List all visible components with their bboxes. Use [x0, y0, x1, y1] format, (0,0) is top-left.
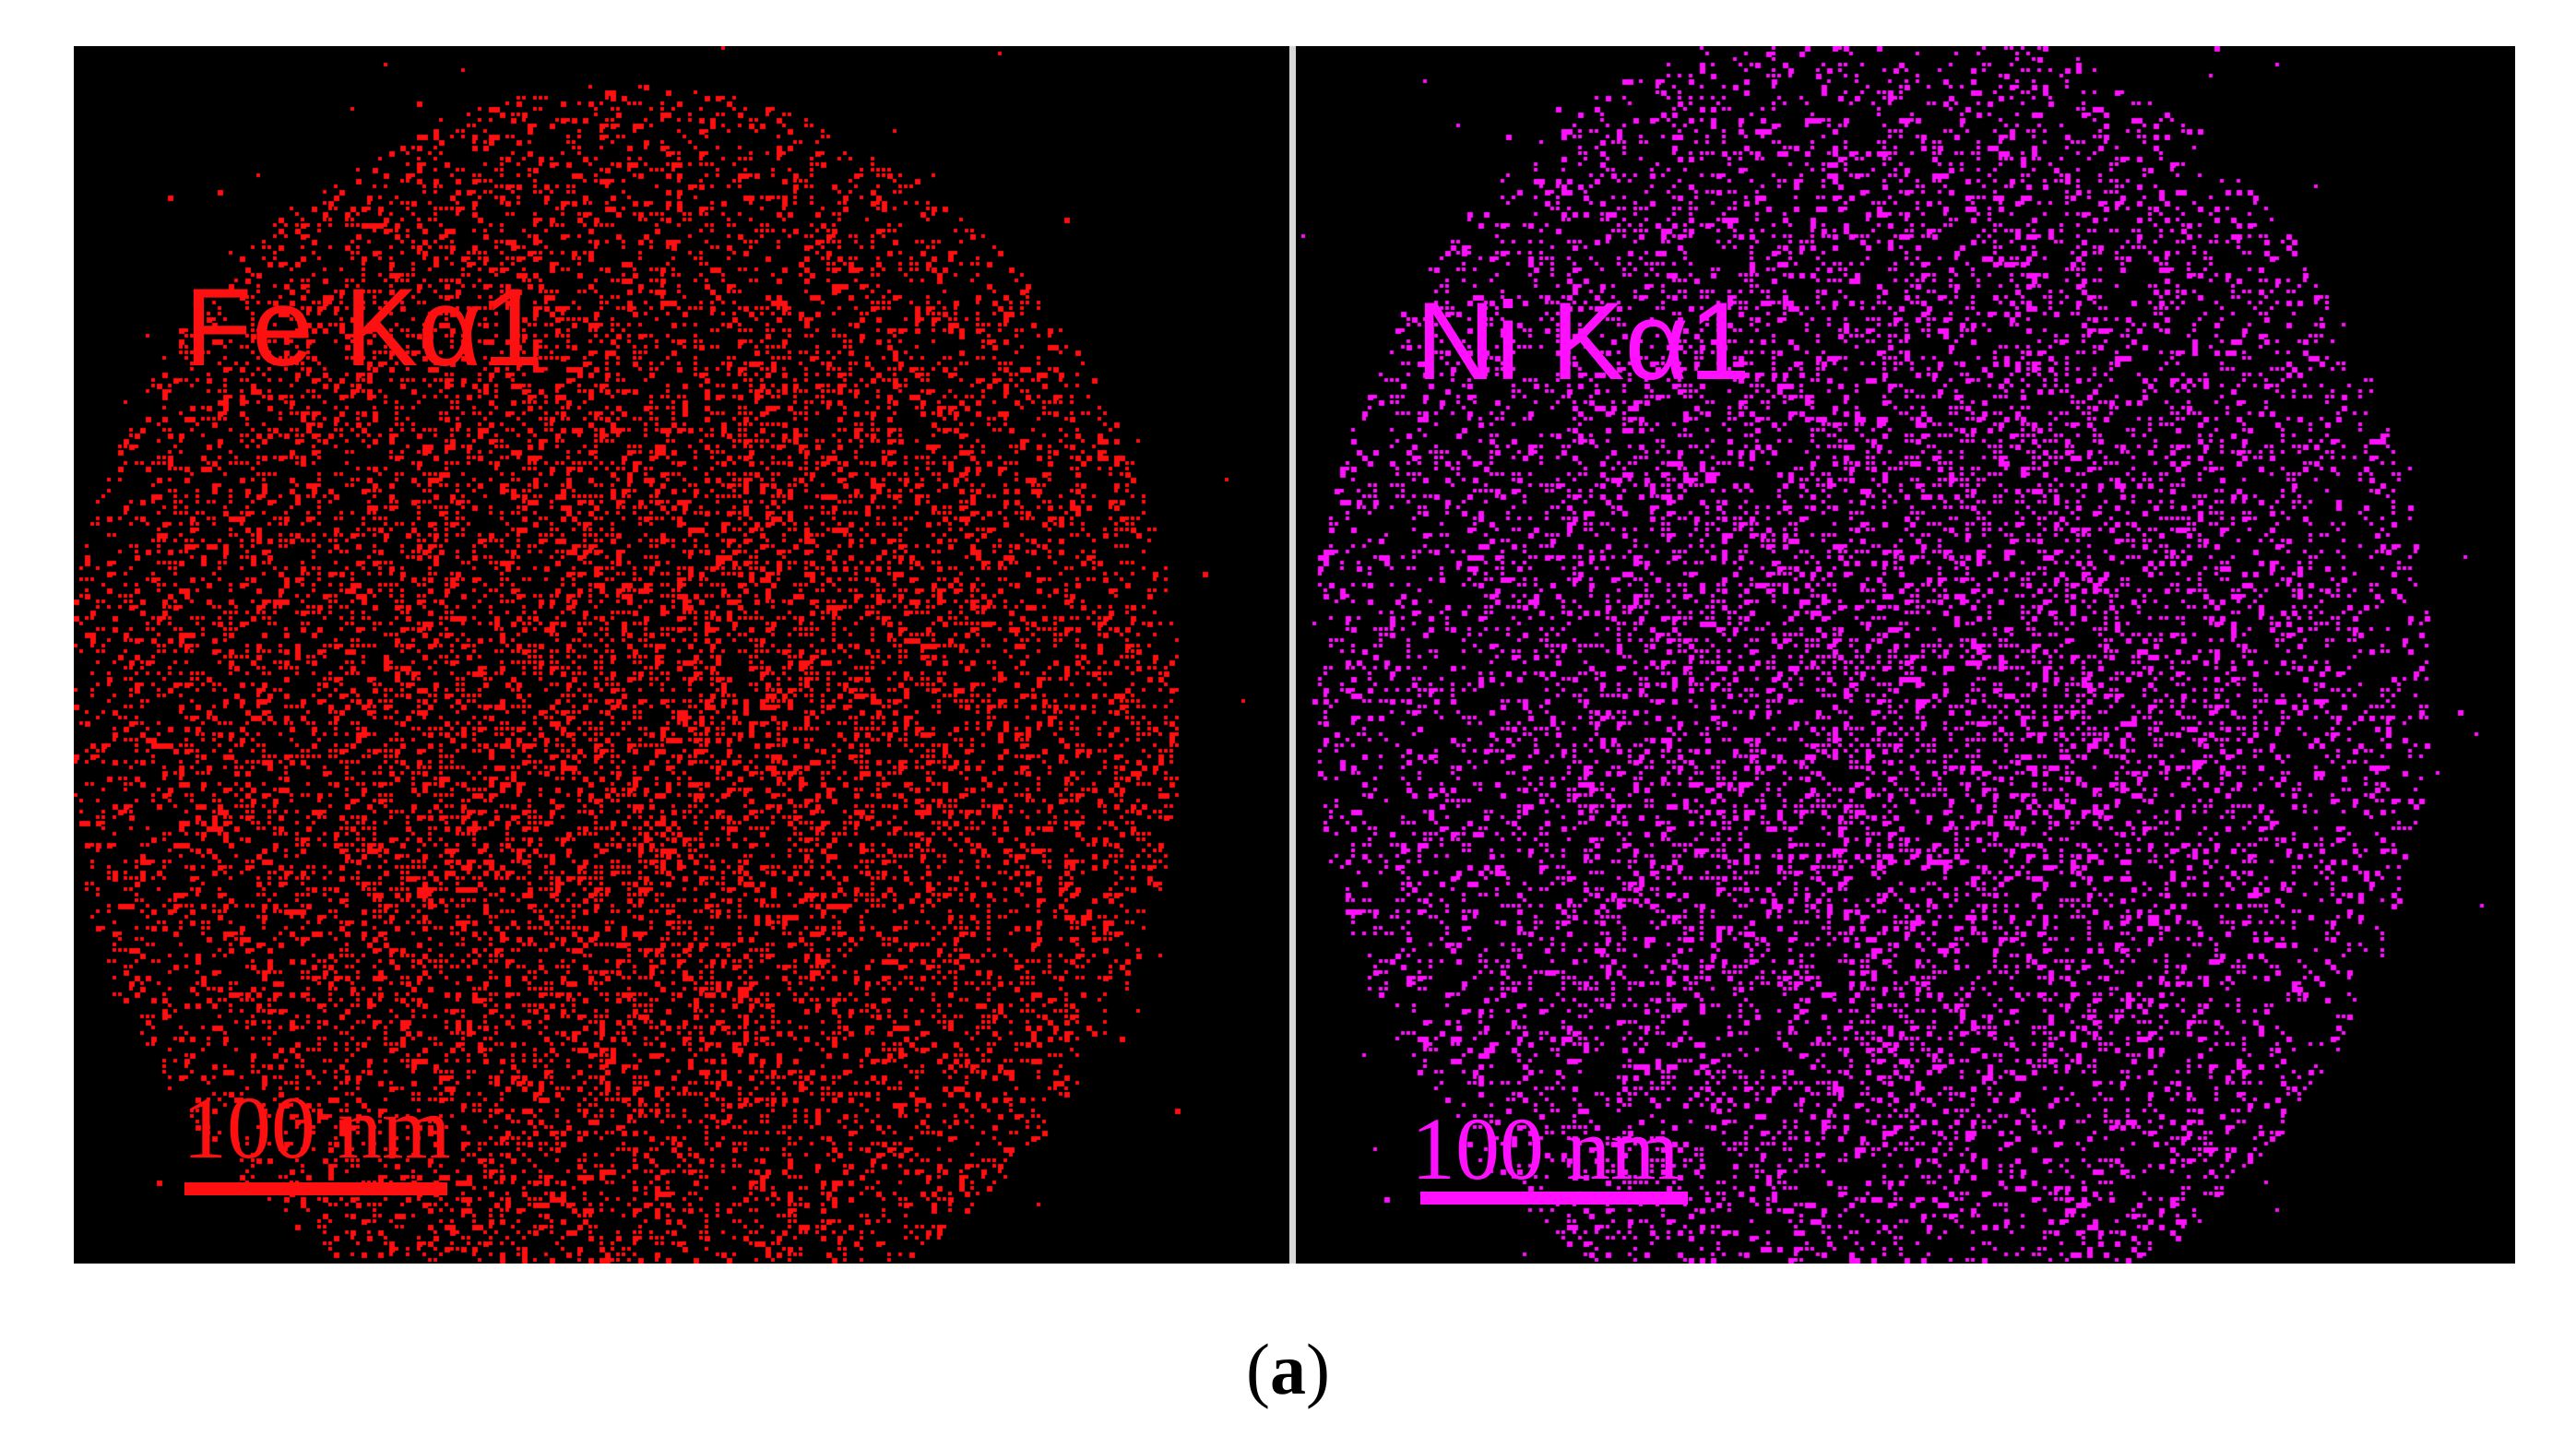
figure-caption: (a) — [0, 1328, 2576, 1411]
fe-map-panel: Fe Kα1 100 nm — [74, 46, 1289, 1264]
fe-scale-label: 100 nm — [183, 1078, 451, 1177]
ni-scale-bar — [1420, 1192, 1688, 1205]
ni-scale-label: 100 nm — [1411, 1099, 1680, 1198]
ni-map-panel: Ni Kα1 100 nm — [1296, 46, 2515, 1264]
fe-scale-bar — [184, 1182, 447, 1195]
caption-letter: a — [1270, 1329, 1306, 1409]
ni-element-label: Ni Kα1 — [1416, 279, 1751, 403]
ni-element-map — [1296, 46, 2515, 1264]
fe-element-label: Fe Kα1 — [184, 266, 544, 389]
panel-divider — [1289, 46, 1296, 1264]
fe-element-map — [74, 46, 1289, 1264]
caption-close: ) — [1306, 1329, 1330, 1409]
caption-open: ( — [1246, 1329, 1270, 1409]
